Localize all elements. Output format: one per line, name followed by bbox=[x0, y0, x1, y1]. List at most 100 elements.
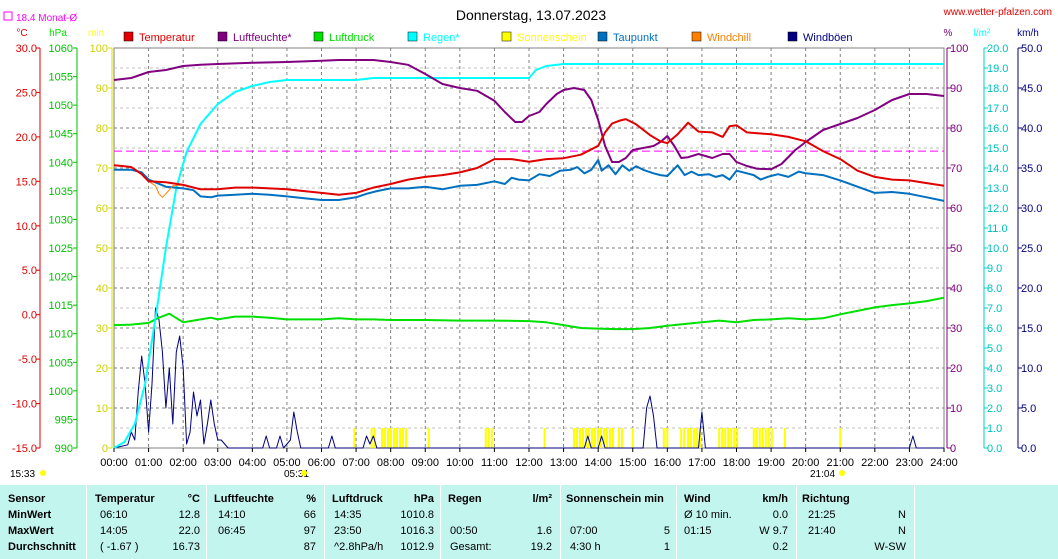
wind-axis-label: 40.0 bbox=[1021, 123, 1042, 135]
legend-label: Temperatur bbox=[139, 32, 195, 44]
table-cell: W-SW bbox=[874, 541, 906, 553]
sunset-label: 21:04 bbox=[810, 469, 835, 480]
minutes-axis-label: 50 bbox=[96, 243, 108, 255]
rain-axis-label: 2.0 bbox=[987, 403, 1002, 415]
x-axis-label: 18:00 bbox=[723, 457, 751, 469]
x-axis-label: 17:00 bbox=[688, 457, 716, 469]
legend-swatch bbox=[217, 31, 228, 42]
update-time: 15:33 bbox=[10, 469, 35, 480]
hdr-pressure-unit: hPa bbox=[413, 493, 434, 505]
update-sun-icon bbox=[40, 470, 46, 476]
unit-humidity-label: % bbox=[944, 28, 953, 39]
temperature-line bbox=[113, 118, 945, 196]
x-axis-label: 24:00 bbox=[930, 457, 958, 469]
pressure-axis-label: 1045 bbox=[49, 129, 73, 141]
humidity-axis-label: 40 bbox=[950, 283, 962, 295]
x-axis-label: 19:00 bbox=[757, 457, 785, 469]
hdr-wind-unit: km/h bbox=[762, 493, 788, 505]
sunrise-label: 05:31 bbox=[284, 469, 309, 480]
humidity-axis-label: 80 bbox=[950, 123, 962, 135]
legend-label: Sonnenschein bbox=[517, 32, 587, 44]
x-axis-label: 22:00 bbox=[861, 457, 889, 469]
rain-axis-label: 15.0 bbox=[987, 143, 1008, 155]
legend-swatch bbox=[123, 31, 134, 42]
rain-axis-label: 12.0 bbox=[987, 203, 1008, 215]
table-cell: 06:10 bbox=[100, 509, 128, 521]
monthly-avg-label: 18.4 Monat-Ø bbox=[16, 13, 77, 24]
legend-swatch bbox=[787, 31, 798, 42]
legend-swatch bbox=[407, 31, 418, 42]
hdr-rain: Regen bbox=[448, 493, 482, 505]
rain-axis-label: 3.0 bbox=[987, 383, 1002, 395]
legend-label: Luftfeuchte* bbox=[233, 32, 292, 44]
unit-rain-label: l/m² bbox=[974, 28, 991, 39]
wind-axis-label: 20.0 bbox=[1021, 283, 1042, 295]
pressure-axis-label: 1010 bbox=[49, 329, 73, 341]
pressure-axis-label: 990 bbox=[55, 443, 73, 455]
humidity-axis-label: 0 bbox=[950, 443, 956, 455]
pressure-axis-label: 1015 bbox=[49, 300, 73, 312]
pressure-axis-label: 1020 bbox=[49, 272, 73, 284]
rain-axis-label: 13.0 bbox=[987, 183, 1008, 195]
rain-axis-label: 14.0 bbox=[987, 163, 1008, 175]
rain-axis-label: 10.0 bbox=[987, 243, 1008, 255]
hdr-pressure: Luftdruck bbox=[332, 493, 383, 505]
table-cell: 0.2 bbox=[772, 541, 788, 553]
pressure-axis-label: 1005 bbox=[49, 357, 73, 369]
x-axis-label: 05:00 bbox=[273, 457, 301, 469]
minutes-axis-label: 100 bbox=[90, 43, 108, 55]
wind-axis-label: 35.0 bbox=[1021, 163, 1042, 175]
table-cell: W 9.7 bbox=[759, 525, 788, 537]
wind-axis-label: 30.0 bbox=[1021, 203, 1042, 215]
temp-axis-label: 5.0 bbox=[22, 265, 37, 277]
wind-axis-label: 50.0 bbox=[1021, 43, 1042, 55]
rain-axis-label: 8.0 bbox=[987, 283, 1002, 295]
humidity-axis-label: 10 bbox=[950, 403, 962, 415]
legend-label: Windchill bbox=[707, 32, 751, 44]
table-cell: 21:25 bbox=[808, 509, 836, 521]
table-cell: 14:10 bbox=[218, 509, 246, 521]
rain-line bbox=[113, 63, 944, 449]
minutes-axis-label: 60 bbox=[96, 203, 108, 215]
wind-axis-label: 45.0 bbox=[1021, 83, 1042, 95]
unit-min-label: min bbox=[88, 28, 104, 39]
x-axis-label: 10:00 bbox=[446, 457, 474, 469]
table-cell: 1012.9 bbox=[400, 541, 434, 553]
temp-axis-label: 0.0 bbox=[22, 310, 37, 322]
temp-axis-label: 30.0 bbox=[16, 43, 37, 55]
table-cell: 19.2 bbox=[530, 541, 552, 553]
table-cell: 97 bbox=[303, 525, 316, 537]
x-axis-label: 15:00 bbox=[619, 457, 647, 469]
legend-label: Luftdruck bbox=[329, 32, 375, 44]
humidity-axis-label: 90 bbox=[950, 83, 962, 95]
x-axis-label: 07:00 bbox=[342, 457, 370, 469]
pressure-axis-label: 1060 bbox=[49, 43, 73, 55]
legend-swatch bbox=[597, 31, 608, 42]
legend-label: Windböen bbox=[803, 32, 853, 44]
table-cell: Ø 10 min. bbox=[684, 509, 732, 521]
hdr-wind: Wind bbox=[684, 493, 711, 505]
minutes-axis-label: 70 bbox=[96, 163, 108, 175]
wind-axis-label: 10.0 bbox=[1021, 363, 1042, 375]
x-axis-label: 01:00 bbox=[135, 457, 163, 469]
humidity-axis-label: 20 bbox=[950, 363, 962, 375]
table-cell: 06:45 bbox=[218, 525, 246, 537]
x-axis-label: 00:00 bbox=[100, 457, 128, 469]
table-cell: 5 bbox=[663, 525, 670, 537]
minutes-axis-label: 30 bbox=[96, 323, 108, 335]
legend-label: Taupunkt bbox=[613, 32, 658, 44]
x-axis-label: 20:00 bbox=[792, 457, 820, 469]
rain-axis-label: 16.0 bbox=[987, 123, 1008, 135]
rain-axis-label: 5.0 bbox=[987, 343, 1002, 355]
pressure-axis-label: 1000 bbox=[49, 386, 73, 398]
pressure-axis-label: 1025 bbox=[49, 243, 73, 255]
unit-temp-label: °C bbox=[16, 28, 27, 39]
x-axis-label: 21:00 bbox=[826, 457, 854, 469]
temp-axis-label: 15.0 bbox=[16, 176, 37, 188]
hdr-sunshine: Sonnenschein min bbox=[566, 493, 664, 505]
rain-axis-label: 4.0 bbox=[987, 363, 1002, 375]
hdr-temperature-unit: °C bbox=[187, 493, 200, 505]
gust-line bbox=[113, 307, 944, 449]
table-cell: 1.6 bbox=[536, 525, 552, 537]
rain-axis-label: 18.0 bbox=[987, 83, 1008, 95]
